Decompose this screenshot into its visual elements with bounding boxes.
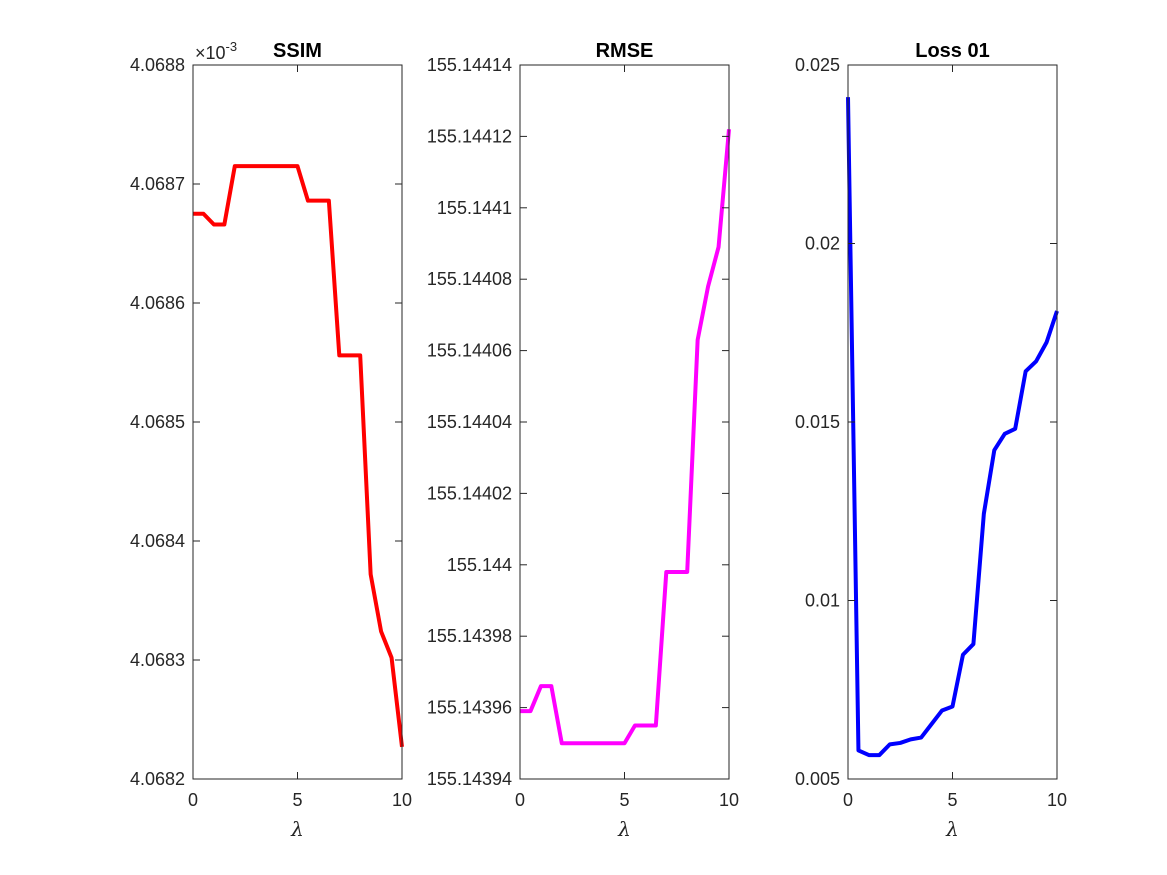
y-tick-label: 4.0684	[130, 531, 185, 551]
axes-2: 0 5 10 155.14394 155.14396 155.14398 155.144 15…	[427, 40, 739, 841]
axes-title: RMSE	[596, 40, 654, 62]
y-tick-label: 155.14402	[427, 483, 512, 503]
axes-3: 0 5 10 0.005 0.01 0.015 0.02 0.025 Loss 01 λ	[795, 40, 1067, 841]
series-line	[846, 97, 1059, 758]
series-line	[193, 164, 404, 748]
y-tick-label: 4.0688	[130, 55, 185, 75]
axes-1: 0 5 10 4.0682 4.0683 4.0684 4.0685 4.0686 4.0687…	[130, 39, 412, 841]
y-tick-label: 155.14404	[427, 412, 512, 432]
y-tick-label: 4.0683	[130, 650, 185, 670]
y-tick-label: 155.14398	[427, 626, 512, 646]
y-tick-label: 4.0686	[130, 293, 185, 313]
x-tick-label: 0	[515, 790, 525, 810]
y-tick-label: 0.005	[795, 769, 840, 789]
axes-title: Loss 01	[915, 40, 989, 62]
y-tick-label: 155.14412	[427, 126, 512, 146]
y-tick-label: 4.0685	[130, 412, 185, 432]
axes-title: SSIM	[273, 40, 322, 62]
x-tick-label: 5	[619, 790, 629, 810]
x-tick-label: 10	[719, 790, 739, 810]
y-tick-label: 0.025	[795, 55, 840, 75]
y-tick-label: 155.14394	[427, 769, 512, 789]
x-tick-label: 10	[392, 790, 412, 810]
x-axis-label: λ	[617, 817, 631, 841]
y-tick-label: 0.01	[805, 591, 840, 611]
series-line	[520, 129, 731, 746]
x-tick-label: 5	[292, 790, 302, 810]
x-axis-label: λ	[945, 817, 959, 841]
x-tick-label: 0	[188, 790, 198, 810]
y-tick-label: 155.144	[447, 555, 512, 575]
y-tick-label: 155.1441	[437, 198, 512, 218]
y-tick-label: 0.015	[795, 412, 840, 432]
y-exponent-power: -3	[226, 39, 238, 54]
x-tick-label: 5	[947, 790, 957, 810]
y-tick-label: 155.14408	[427, 269, 512, 289]
y-tick-label: 155.14414	[427, 55, 512, 75]
x-tick-label: 10	[1047, 790, 1067, 810]
y-tick-label: 4.0687	[130, 174, 185, 194]
y-tick-label: 155.14396	[427, 698, 512, 718]
y-tick-label: 0.02	[805, 234, 840, 254]
y-tick-label: 155.14406	[427, 341, 512, 361]
axes-root: 0 5 10 4.0682 4.0683 4.0684 4.0685 4.0686 4.0687…	[130, 39, 1067, 841]
x-tick-label: 0	[843, 790, 853, 810]
y-tick-label: 4.0682	[130, 769, 185, 789]
x-axis-label: λ	[290, 817, 304, 841]
